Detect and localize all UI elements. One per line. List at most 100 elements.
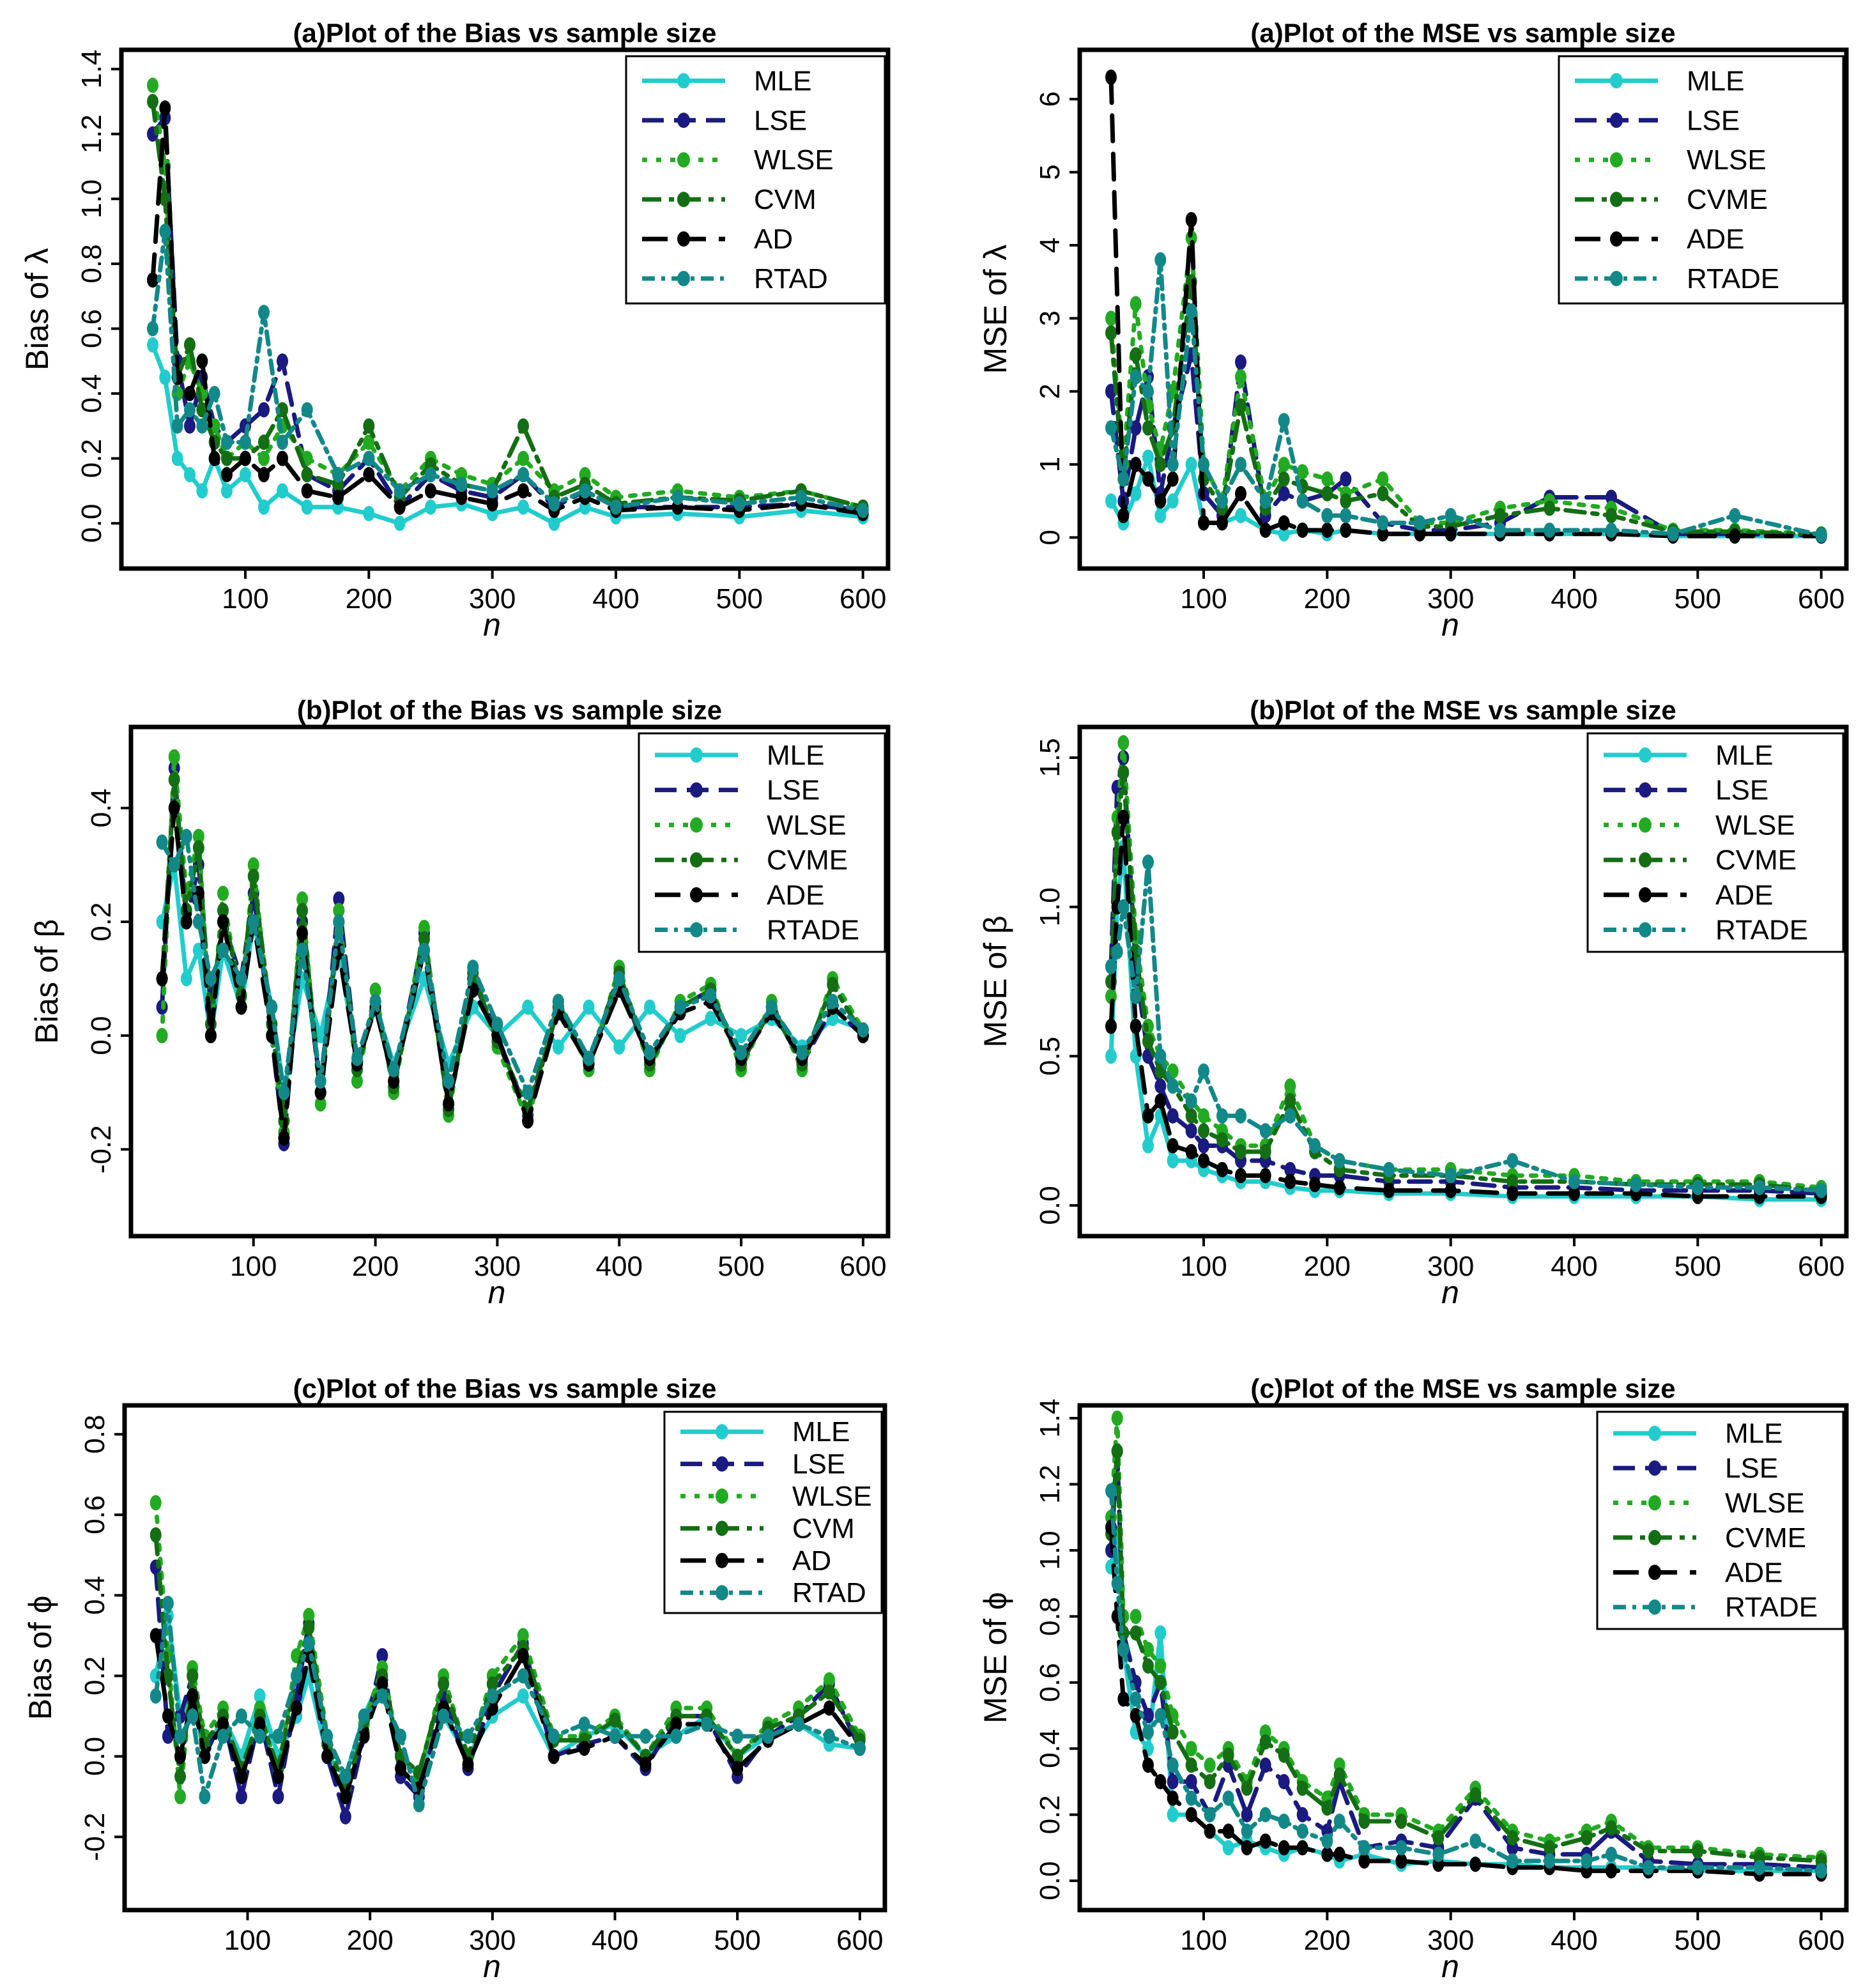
data-point-wlse — [168, 749, 180, 765]
data-point-rtad — [394, 483, 406, 499]
data-point-cvm — [486, 1676, 498, 1692]
data-point-wlse — [363, 434, 375, 450]
data-point-rtad — [609, 1728, 621, 1744]
data-point-rtade — [1167, 457, 1179, 473]
data-point-wlse — [1377, 471, 1389, 487]
y-tick-label: -0.2 — [79, 1813, 111, 1862]
data-point-rtad — [187, 1708, 199, 1724]
legend-marker — [1610, 231, 1623, 247]
data-point-ad — [147, 272, 158, 288]
data-point-cvm — [150, 1527, 162, 1543]
legend-marker — [716, 1488, 728, 1504]
data-point-mle — [184, 467, 195, 483]
data-point-lse — [1284, 1161, 1296, 1177]
legend-label: CVME — [1725, 1522, 1806, 1554]
x-axis-label: n — [483, 607, 501, 643]
data-point-mle — [394, 516, 406, 531]
x-tick-label: 200 — [1304, 583, 1351, 615]
legend-box — [1586, 732, 1844, 953]
data-point-ade — [1130, 1018, 1142, 1034]
data-point-wlse — [518, 450, 529, 466]
data-point-mle — [180, 971, 192, 987]
data-point-ade — [1154, 1773, 1167, 1789]
data-point-cvme — [1340, 493, 1352, 509]
data-point-rtade — [1130, 988, 1142, 1004]
data-point-mle — [583, 999, 595, 1015]
data-point-cvm — [221, 450, 233, 466]
data-point-cvme — [1204, 1773, 1216, 1789]
data-point-ad — [199, 1748, 211, 1764]
series-group — [1105, 1411, 1827, 1882]
data-point-cvme — [827, 976, 839, 992]
data-point-rtade — [192, 914, 204, 929]
data-point-ade — [1167, 1138, 1179, 1154]
chart-panel-3: (b)Plot of the Bias vs sample size 100 200… — [29, 695, 891, 1310]
data-point-cvm — [303, 1619, 315, 1635]
data-point-lse — [184, 418, 195, 434]
data-point-lse — [277, 353, 288, 369]
legend-label: MLE — [767, 740, 824, 771]
legend-marker — [1648, 1425, 1661, 1441]
x-tick-label: 200 — [1304, 1251, 1351, 1282]
data-point-rtad — [578, 1716, 590, 1732]
data-point-mle — [425, 499, 436, 515]
data-point-ade — [1130, 457, 1142, 473]
data-point-cvm — [162, 1668, 174, 1684]
data-point-cvme — [1544, 1840, 1556, 1856]
data-point-ad — [363, 467, 375, 483]
data-point-cvme — [1278, 471, 1290, 487]
data-point-ad — [159, 100, 171, 116]
data-point-rtade — [1296, 493, 1308, 509]
y-axis-label: MSE of β — [977, 915, 1013, 1048]
data-point-lse — [1241, 1807, 1253, 1823]
data-point-rtade — [1815, 527, 1827, 543]
data-point-rtad — [240, 434, 251, 450]
legend-label: RTADE — [1687, 263, 1779, 294]
data-point-mle — [159, 369, 171, 385]
data-point-mle — [517, 1688, 529, 1704]
data-point-lse — [1185, 1773, 1197, 1789]
data-point-mle — [1142, 449, 1154, 465]
data-point-ade — [1235, 1168, 1246, 1184]
data-point-rtade — [1544, 1853, 1556, 1869]
data-point-cvm — [147, 93, 158, 109]
data-point-rtade — [1216, 1108, 1228, 1124]
data-point-mle — [196, 483, 208, 499]
legend-label: RTADE — [767, 915, 859, 946]
data-point-ade — [522, 1113, 534, 1129]
data-point-ad — [462, 1757, 474, 1773]
legend-label: MLE — [1715, 740, 1773, 771]
x-axis-label: n — [1441, 1948, 1459, 1984]
data-point-ade — [1414, 526, 1426, 542]
legend-marker — [690, 852, 703, 868]
legend-label: RTADE — [1715, 915, 1808, 946]
y-tick-label: 0.8 — [76, 244, 107, 283]
x-tick-label: 500 — [717, 1251, 764, 1282]
data-point-mle — [240, 467, 251, 483]
data-point-rtad — [518, 467, 529, 483]
data-point-mle — [1167, 493, 1179, 509]
data-point-cvme — [192, 840, 204, 856]
data-point-lse — [333, 891, 345, 907]
series-line-ade — [1108, 1525, 1824, 1877]
data-point-rtad — [823, 1728, 835, 1744]
data-point-cvme — [1321, 486, 1333, 501]
data-point-cvme — [1377, 486, 1389, 501]
y-tick-label: 0.0 — [76, 504, 107, 543]
data-point-rtad — [640, 1728, 652, 1744]
x-tick-label: 300 — [469, 583, 516, 615]
series-line-lse — [1108, 353, 1824, 538]
data-point-wlse — [1284, 1078, 1296, 1094]
data-point-ad — [277, 450, 288, 466]
data-point-cvme — [1167, 1724, 1179, 1740]
legend-label: WLSE — [767, 809, 847, 841]
data-point-rtade — [156, 834, 168, 850]
data-point-wlse — [1111, 1411, 1123, 1426]
data-point-wlse — [150, 1495, 162, 1511]
data-point-lse — [1198, 1138, 1209, 1154]
data-point-ade — [1105, 1018, 1117, 1034]
data-point-ade — [314, 1085, 326, 1101]
data-point-mle — [1142, 1138, 1154, 1154]
